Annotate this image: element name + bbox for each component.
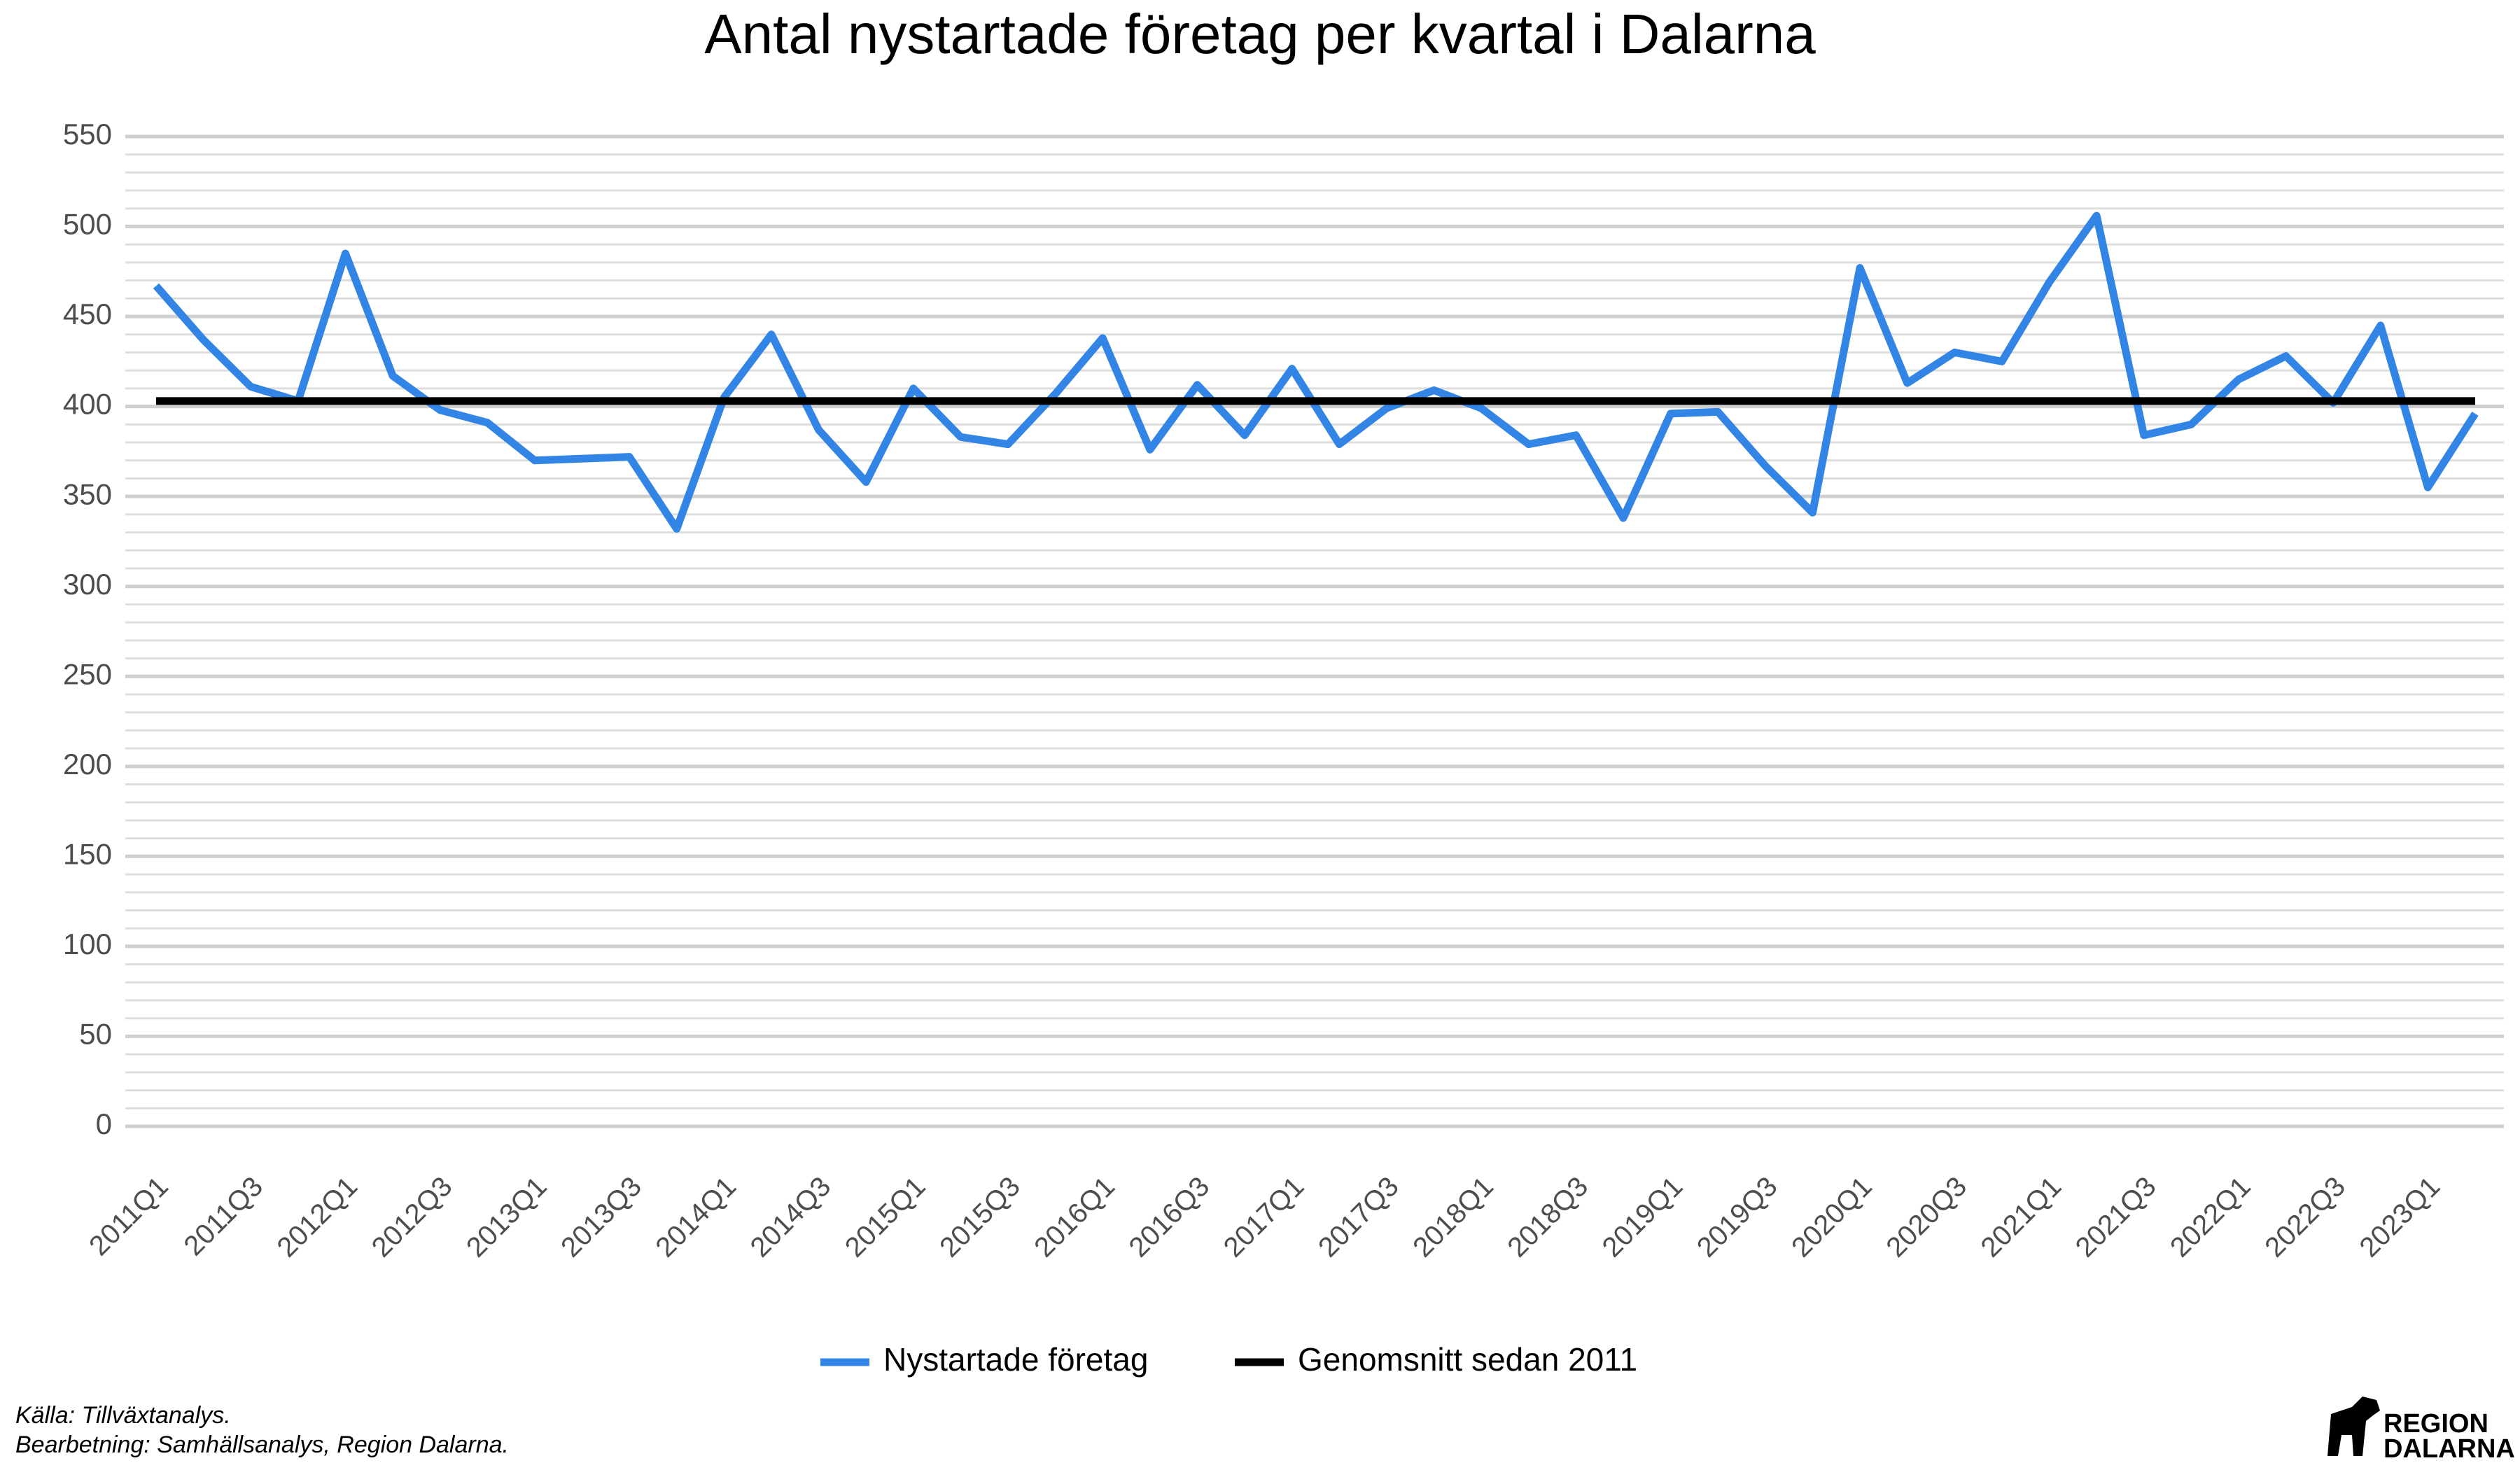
legend-label: Genomsnitt sedan 2011	[1298, 1341, 1637, 1378]
series-line	[153, 211, 2479, 533]
logo-horse	[2328, 1396, 2380, 1456]
y-tick-label: 200	[63, 748, 112, 780]
logo-text: REGION	[2384, 1409, 2488, 1438]
logo-text: DALARNA	[2384, 1434, 2515, 1464]
y-tick-label: 450	[63, 298, 112, 330]
y-tick-label: 250	[63, 657, 112, 690]
y-tick-label: 50	[79, 1018, 112, 1051]
processing-note: Bearbetning: Samhällsanalys, Region Dala…	[15, 1432, 509, 1458]
source-note: Källa: Tillväxtanalys.	[15, 1402, 231, 1429]
y-tick-label: 500	[63, 208, 112, 241]
y-tick-label: 400	[63, 388, 112, 421]
legend-label: Nystartade företag	[883, 1341, 1148, 1378]
y-tick-label: 550	[63, 118, 112, 150]
y-tick-label: 150	[63, 837, 112, 870]
y-tick-label: 350	[63, 477, 112, 510]
chart-title: Antal nystartade företag per kvartal i D…	[704, 3, 1816, 65]
y-tick-label: 0	[96, 1107, 112, 1140]
y-tick-label: 300	[63, 568, 112, 601]
logo: REGION DALARNA	[2328, 1396, 2515, 1464]
y-tick-label: 100	[63, 927, 112, 960]
